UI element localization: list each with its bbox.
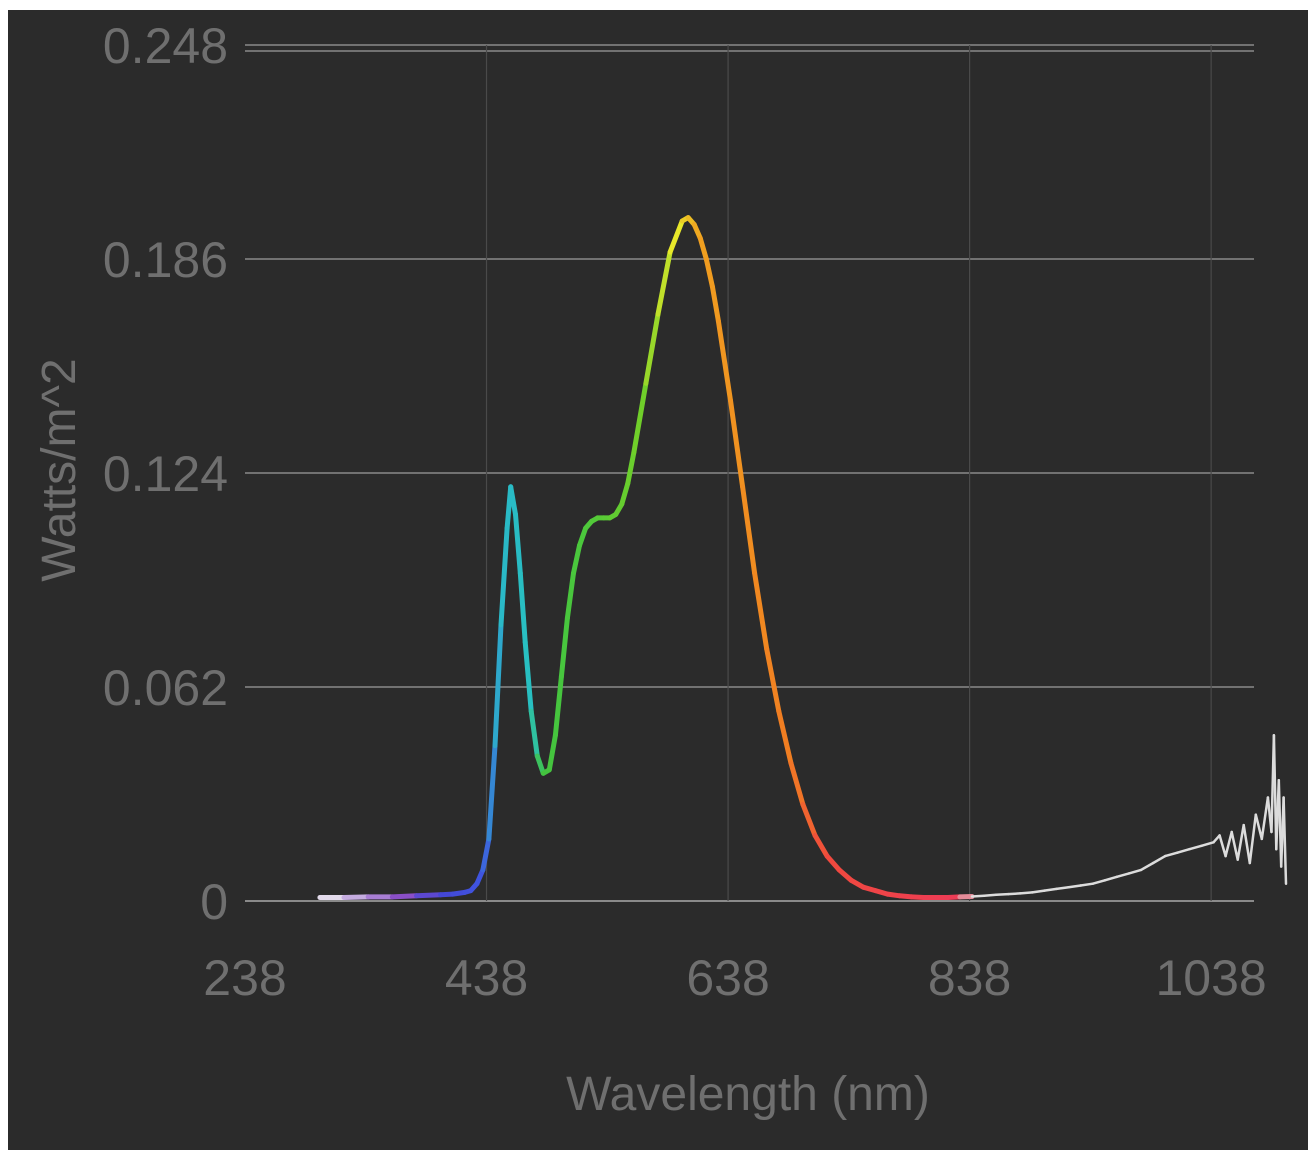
spectrum-segment [517, 570, 528, 645]
spectrum-segment [1091, 879, 1107, 885]
spectrum-segment [625, 449, 637, 486]
spectrum-segment [1218, 834, 1227, 858]
spectrum-segment [764, 646, 782, 714]
spectrum-segment [1079, 882, 1095, 887]
spectrum-segment [1254, 813, 1264, 841]
spectrum-segment [788, 760, 806, 807]
spectrum-segment [1236, 823, 1245, 861]
spectrum-segment [522, 639, 534, 714]
spectrum-segment [1163, 851, 1179, 858]
x-tick-label: 1038 [1156, 950, 1267, 1006]
spectrum-segment [970, 894, 986, 898]
grid-layer [245, 44, 1254, 902]
spectrum-segment [703, 256, 715, 290]
spectrum-segment [1200, 841, 1215, 848]
spectrum-segment [486, 743, 498, 842]
x-tick-label: 238 [203, 950, 286, 1006]
spectrum-segment [1282, 796, 1288, 885]
spectrum-segment [643, 311, 661, 386]
spectrum-segment [812, 832, 830, 859]
spectrum-segment [534, 753, 546, 776]
spectrum-segment [994, 892, 1010, 897]
spectrum-segment [1176, 847, 1191, 854]
spectrum-segment [697, 235, 709, 262]
spectrum-segment [498, 525, 510, 628]
spectrum-segment [414, 892, 444, 899]
spectrum-segment [1019, 891, 1034, 895]
x-tick-label: 838 [928, 950, 1011, 1006]
y-tick-label: 0.124 [103, 446, 228, 502]
spectrum-segment [1067, 884, 1082, 889]
spectrum-segment [1230, 830, 1239, 861]
spectrum-segment [619, 480, 631, 507]
spectrum-segment [571, 543, 582, 576]
spectrum-segment [752, 570, 770, 652]
spectrum-segment [1103, 875, 1119, 882]
spectrum-segment [824, 853, 842, 873]
spectrum-segment [1006, 892, 1022, 896]
chart-panel [8, 10, 1308, 1150]
x-tick-labels: 238 438 638 838 1038 [203, 950, 1266, 1006]
y-axis-title: Watts/m^2 [33, 358, 86, 581]
series-layer [317, 215, 1288, 900]
spectrum-segment [836, 867, 854, 883]
x-axis-title: Wavelength (nm) [566, 1068, 930, 1121]
spectrum-segment [1055, 885, 1070, 891]
spectrum-segment [389, 893, 419, 900]
spectrum-segment [1260, 796, 1270, 841]
spectrum-segment [513, 511, 523, 576]
spectrum-segment [715, 318, 733, 403]
spectrum-segment [728, 398, 746, 490]
spectrum-segment [1139, 861, 1155, 872]
spectrum-segment [546, 732, 558, 773]
spectrum-segment [1188, 844, 1203, 851]
y-tick-label: 0.248 [103, 18, 228, 74]
spectrum-segment [631, 380, 649, 455]
spectrum-segment [1115, 872, 1131, 879]
spectrum-segment [564, 570, 576, 621]
spectrum-segment [1151, 854, 1167, 865]
spectrum-segment [800, 801, 818, 838]
spectrum-segment [1248, 813, 1258, 865]
y-tick-label: 0.186 [103, 232, 228, 288]
spectrum-segment [1127, 868, 1143, 875]
spectrum-segment [474, 867, 486, 887]
spectrum-segment [709, 284, 721, 324]
spectrum-segment [577, 525, 589, 548]
x-tick-label: 638 [686, 950, 769, 1006]
spectrum-segment [1043, 887, 1058, 892]
spectrum-segment [528, 708, 540, 759]
spectrum-segment [341, 894, 371, 900]
spectrum-segment [1212, 834, 1221, 844]
spectrum-segment [667, 218, 685, 255]
spectrum-segment [1031, 889, 1046, 894]
spectrum-segment [492, 622, 504, 749]
y-tick-label: 0 [200, 874, 228, 930]
spectrum-segment [655, 249, 673, 317]
spectrum-segment [1242, 823, 1252, 865]
spectrum-segment [480, 836, 492, 873]
spectrum-segment [508, 484, 518, 517]
x-tick-label: 438 [445, 950, 528, 1006]
spectrum-segment [776, 708, 794, 766]
y-tick-labels: 0 0.062 0.124 0.186 0.248 [103, 18, 228, 930]
spectrum-segment [558, 615, 570, 680]
spectrum-segment [691, 222, 703, 241]
spectrum-segment [740, 484, 758, 576]
spectrum-segment [1224, 830, 1233, 858]
y-tick-label: 0.062 [103, 660, 228, 716]
spectrum-segment [982, 893, 998, 898]
spectrum-segment [552, 674, 564, 738]
